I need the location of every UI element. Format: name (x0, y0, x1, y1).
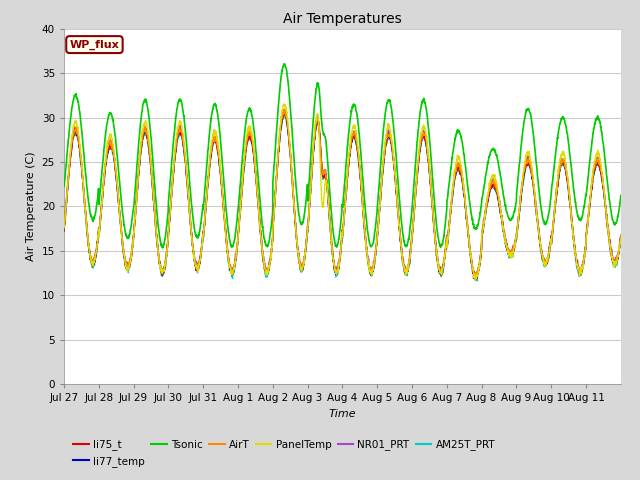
Y-axis label: Air Temperature (C): Air Temperature (C) (26, 152, 36, 261)
Text: WP_flux: WP_flux (70, 39, 119, 50)
X-axis label: Time: Time (328, 408, 356, 419)
Legend: li75_t, li77_temp, Tsonic, AirT, PanelTemp, NR01_PRT, AM25T_PRT: li75_t, li77_temp, Tsonic, AirT, PanelTe… (69, 435, 499, 471)
Title: Air Temperatures: Air Temperatures (283, 12, 402, 26)
